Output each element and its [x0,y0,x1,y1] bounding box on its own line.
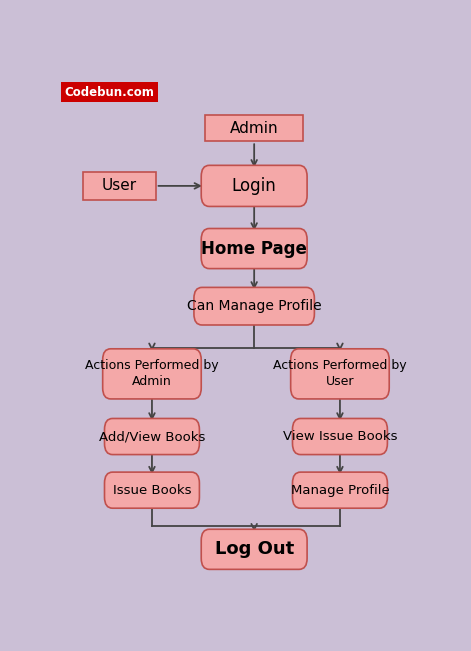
Text: Add/View Books: Add/View Books [99,430,205,443]
Text: Admin: Admin [230,120,278,136]
FancyBboxPatch shape [82,172,155,200]
FancyBboxPatch shape [292,419,387,454]
FancyBboxPatch shape [201,529,307,570]
Text: Actions Performed by
User: Actions Performed by User [273,359,407,389]
Text: Issue Books: Issue Books [113,484,191,497]
FancyBboxPatch shape [205,115,303,141]
FancyBboxPatch shape [201,165,307,206]
Text: Log Out: Log Out [214,540,294,559]
Text: Login: Login [232,177,276,195]
FancyBboxPatch shape [194,287,315,325]
Text: Codebun.com: Codebun.com [65,86,154,99]
FancyBboxPatch shape [105,419,199,454]
Text: Home Page: Home Page [201,240,307,258]
Text: User: User [102,178,137,193]
FancyBboxPatch shape [291,349,389,399]
FancyBboxPatch shape [105,472,199,508]
Text: View Issue Books: View Issue Books [283,430,397,443]
Text: Manage Profile: Manage Profile [291,484,390,497]
FancyBboxPatch shape [292,472,387,508]
FancyBboxPatch shape [103,349,201,399]
Text: Actions Performed by
Admin: Actions Performed by Admin [85,359,219,389]
Text: Can Manage Profile: Can Manage Profile [187,299,322,313]
FancyBboxPatch shape [201,229,307,269]
